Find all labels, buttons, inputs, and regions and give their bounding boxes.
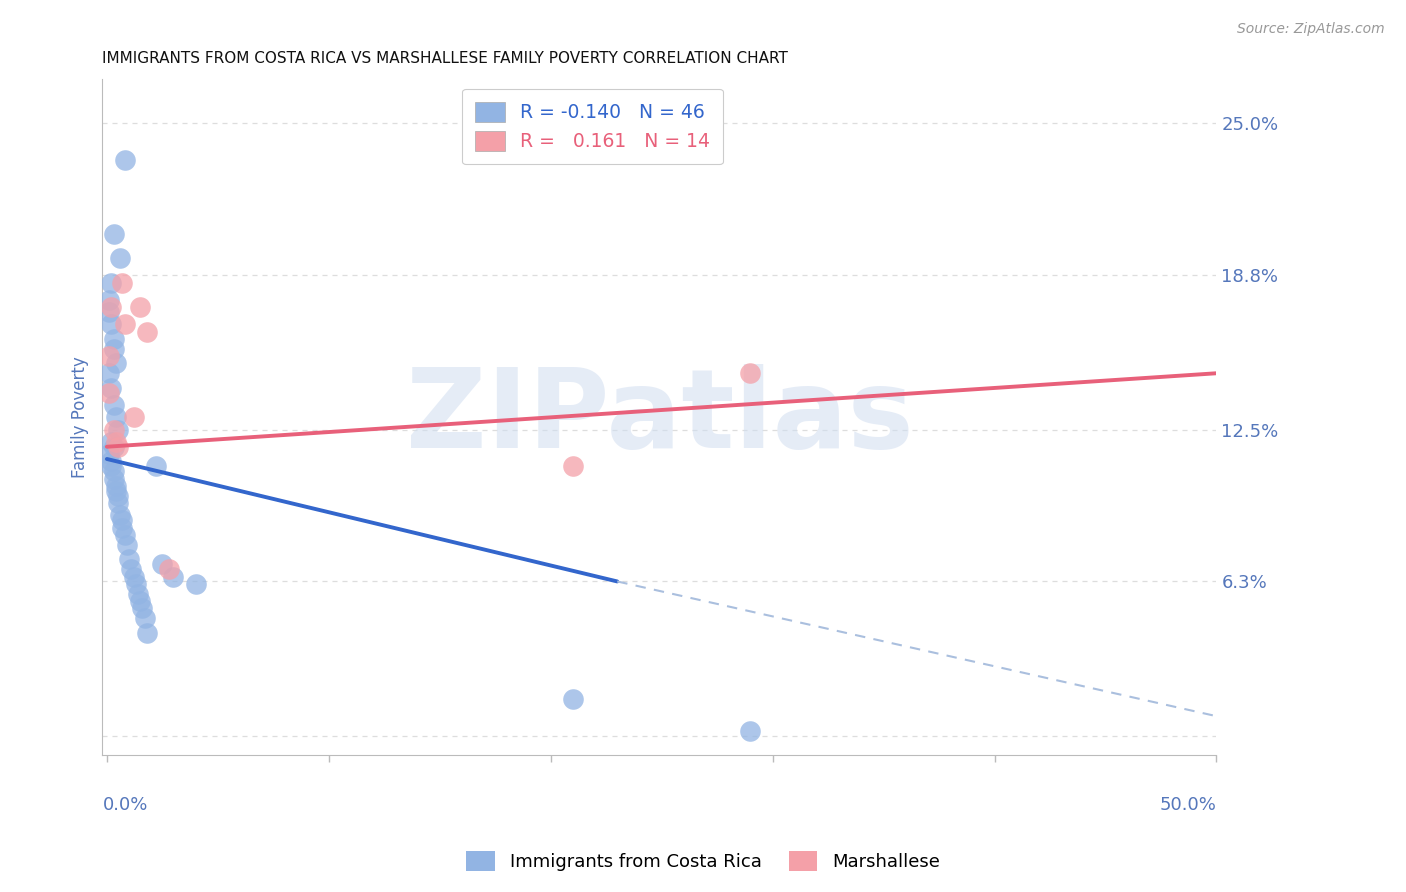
- Point: [129, 300, 152, 314]
- Point: [114, 153, 136, 168]
- Point: [134, 611, 156, 625]
- Point: [157, 562, 180, 576]
- Point: [104, 434, 127, 449]
- Point: [100, 300, 122, 314]
- Point: [104, 410, 127, 425]
- Point: [100, 454, 122, 468]
- Point: [103, 472, 125, 486]
- Text: 0.0%: 0.0%: [103, 796, 148, 814]
- Point: [111, 276, 134, 290]
- Point: [740, 723, 762, 738]
- Point: [127, 587, 149, 601]
- Point: [104, 356, 127, 370]
- Point: [108, 251, 131, 265]
- Point: [103, 423, 125, 437]
- Point: [135, 626, 157, 640]
- Point: [98, 366, 121, 380]
- Point: [561, 692, 583, 706]
- Point: [100, 434, 122, 449]
- Point: [111, 520, 134, 534]
- Point: [120, 562, 142, 576]
- Point: [98, 447, 121, 461]
- Legend: Immigrants from Costa Rica, Marshallese: Immigrants from Costa Rica, Marshallese: [458, 844, 948, 879]
- Point: [122, 569, 145, 583]
- Point: [107, 423, 129, 437]
- Text: IMMIGRANTS FROM COSTA RICA VS MARSHALLESE FAMILY POVERTY CORRELATION CHART: IMMIGRANTS FROM COSTA RICA VS MARSHALLES…: [103, 51, 789, 66]
- Point: [98, 385, 121, 400]
- Point: [107, 440, 129, 454]
- Point: [131, 601, 153, 615]
- Point: [100, 318, 122, 332]
- Legend: R = -0.140   N = 46, R =   0.161   N = 14: R = -0.140 N = 46, R = 0.161 N = 14: [463, 88, 723, 164]
- Point: [100, 459, 122, 474]
- Point: [103, 398, 125, 412]
- Point: [135, 325, 157, 339]
- Point: [107, 496, 129, 510]
- Point: [108, 508, 131, 523]
- Point: [184, 577, 207, 591]
- Point: [103, 464, 125, 478]
- Point: [100, 276, 122, 290]
- Point: [162, 569, 184, 583]
- Point: [98, 305, 121, 319]
- Point: [103, 332, 125, 346]
- Point: [98, 293, 121, 307]
- Text: Source: ZipAtlas.com: Source: ZipAtlas.com: [1237, 22, 1385, 37]
- Point: [150, 558, 173, 572]
- Point: [114, 528, 136, 542]
- Text: 50.0%: 50.0%: [1160, 796, 1216, 814]
- Point: [561, 459, 583, 474]
- Point: [103, 342, 125, 356]
- Point: [111, 513, 134, 527]
- Point: [104, 479, 127, 493]
- Point: [107, 489, 129, 503]
- Point: [125, 577, 148, 591]
- Point: [118, 552, 141, 566]
- Point: [122, 410, 145, 425]
- Point: [103, 440, 125, 454]
- Point: [98, 349, 121, 363]
- Point: [104, 483, 127, 498]
- Text: ZIPatlas: ZIPatlas: [405, 364, 914, 471]
- Point: [100, 381, 122, 395]
- Point: [115, 538, 138, 552]
- Point: [114, 318, 136, 332]
- Y-axis label: Family Poverty: Family Poverty: [72, 357, 89, 478]
- Point: [129, 594, 152, 608]
- Point: [145, 459, 167, 474]
- Point: [103, 227, 125, 241]
- Point: [740, 366, 762, 380]
